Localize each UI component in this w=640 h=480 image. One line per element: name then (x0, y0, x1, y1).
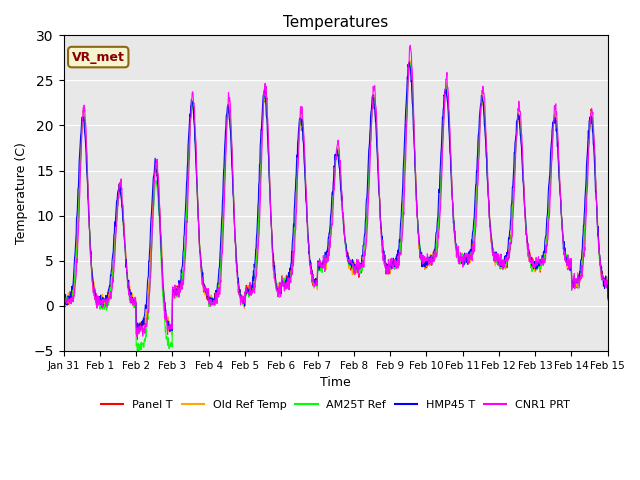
Title: Temperatures: Temperatures (283, 15, 388, 30)
Text: VR_met: VR_met (72, 50, 125, 63)
Legend: Panel T, Old Ref Temp, AM25T Ref, HMP45 T, CNR1 PRT: Panel T, Old Ref Temp, AM25T Ref, HMP45 … (97, 396, 575, 415)
X-axis label: Time: Time (320, 376, 351, 389)
Y-axis label: Temperature (C): Temperature (C) (15, 142, 28, 244)
